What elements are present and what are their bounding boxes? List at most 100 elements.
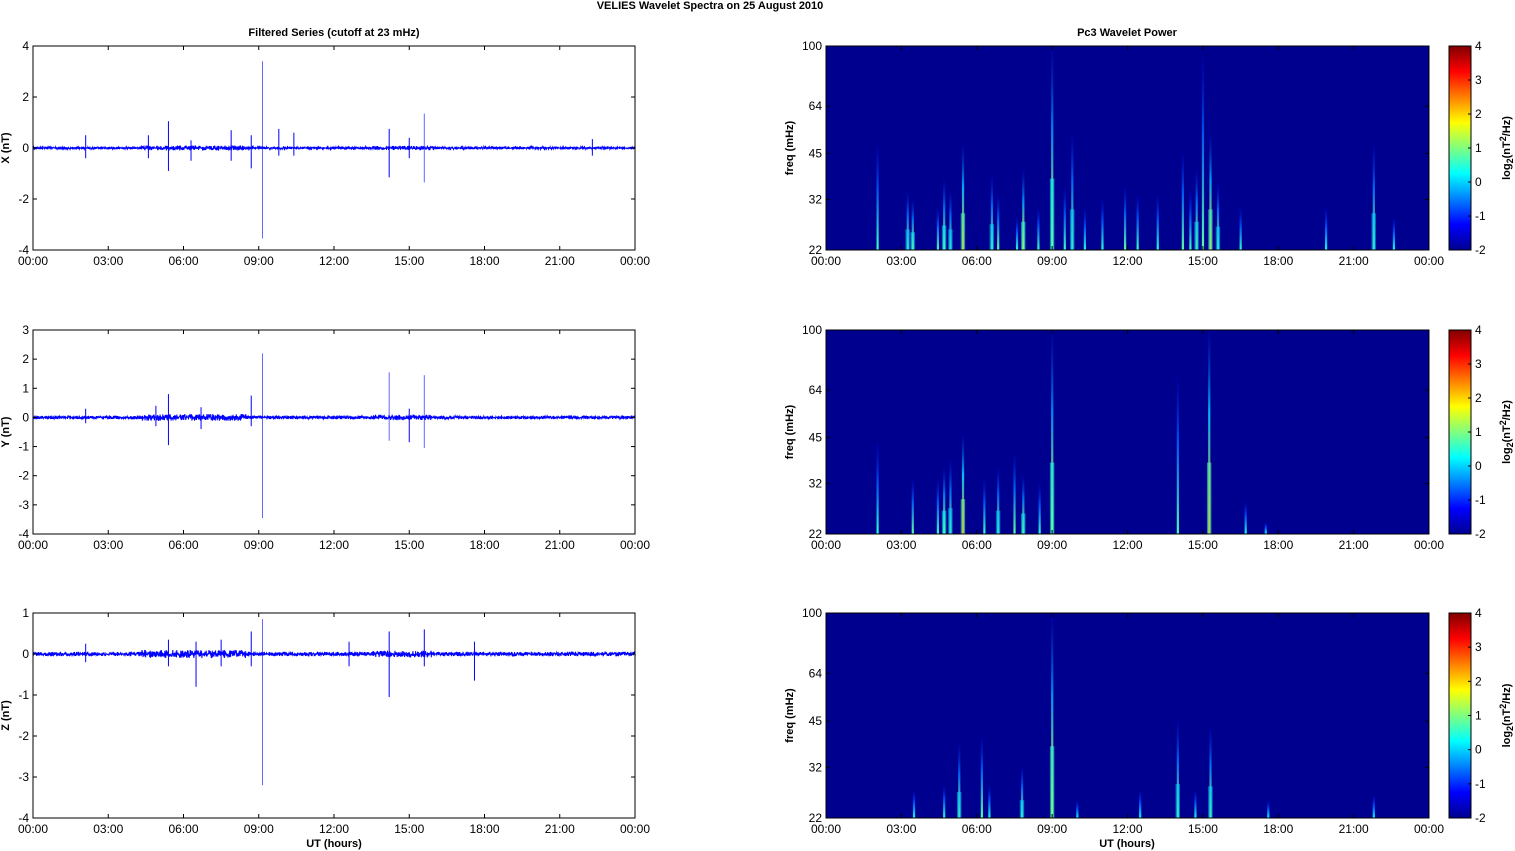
hm-xtick-label: 06:00 <box>962 822 992 836</box>
ts-xtick-label: 18:00 <box>469 822 499 836</box>
ytick-label: 45 <box>809 431 823 445</box>
wavelet-streak <box>1201 57 1205 251</box>
hm-xtick-label: 15:00 <box>1188 538 1218 552</box>
wavelet-streak-halo <box>1070 209 1075 250</box>
hm-xtick-label: 00:00 <box>811 822 841 836</box>
wavelet-streak <box>911 479 914 534</box>
wavelet-streak <box>1101 199 1104 250</box>
wavelet-streak-halo <box>948 508 953 534</box>
colorbar-tick-label: -2 <box>1475 243 1486 257</box>
ts-xtick-label: 03:00 <box>93 538 123 552</box>
ts-xtick-label: 00:00 <box>18 254 48 268</box>
colorbar-tick-label: -1 <box>1475 777 1486 791</box>
wavelet-streak <box>936 208 940 250</box>
colorbar-tick-label: 4 <box>1475 606 1482 620</box>
colorbar-tick-label: 1 <box>1475 425 1482 439</box>
left-column-title: Filtered Series (cutoff at 23 mHz) <box>248 27 419 39</box>
wavelet-streak-halo <box>1049 462 1055 534</box>
wavelet-streak <box>1139 790 1142 818</box>
wavelet-streak <box>997 467 1000 534</box>
ts-xtick-label: 06:00 <box>168 822 198 836</box>
ts-xtick-label: 09:00 <box>244 254 274 268</box>
ytick-label: -2 <box>18 192 29 206</box>
wavelet-streak <box>1195 169 1198 250</box>
colorbar-tick-label: 2 <box>1475 391 1482 405</box>
wavelet-streak-halo <box>989 224 995 250</box>
trace-noise <box>32 413 636 421</box>
wavelet-streak-halo <box>905 229 910 250</box>
wavelet-streak <box>983 479 986 534</box>
hm-xtick-label: 06:00 <box>962 254 992 268</box>
hm-xtick-label: 00:00 <box>811 538 841 552</box>
hm-xtick-label: 15:00 <box>1188 254 1218 268</box>
ytick-label: 45 <box>809 714 823 728</box>
ts-xtick-label: 09:00 <box>244 538 274 552</box>
wavelet-streak <box>1083 208 1086 250</box>
colorbar-tick-label: 1 <box>1475 141 1482 155</box>
ytick-label: 1 <box>22 381 29 395</box>
ytick-label: 1 <box>22 606 29 620</box>
colorbar-tick-label: 0 <box>1475 175 1482 189</box>
colorbar-tick-label: -1 <box>1475 209 1486 223</box>
ts-xtick-label: 21:00 <box>545 822 575 836</box>
hm-xtick-label: 18:00 <box>1263 822 1293 836</box>
colorbar-tick-label: 2 <box>1475 674 1482 688</box>
wavelet-streak <box>1189 191 1192 250</box>
colorbar-label-sub: 2 <box>1505 442 1515 447</box>
wavelet-streak <box>912 790 916 818</box>
ytick-label: -4 <box>18 527 29 541</box>
colorbar-label-base: log <box>1501 731 1513 748</box>
colorbar-tick-label: -1 <box>1475 493 1486 507</box>
wavelet-streak-halo <box>941 225 947 250</box>
colorbar-label-end: /Hz) <box>1501 683 1513 704</box>
wavelet-streak <box>1267 800 1270 818</box>
wavelet-streak <box>1209 727 1212 818</box>
ylabel: Y (nT) <box>0 416 12 447</box>
ytick-label: 45 <box>809 147 823 161</box>
colorbar-tick-label: 1 <box>1475 709 1482 723</box>
ytick-label: 100 <box>802 323 822 337</box>
wavelet-streak <box>1181 153 1184 250</box>
wavelet-streak-halo <box>1019 800 1025 818</box>
wavelet-streak-halo <box>1021 221 1026 250</box>
ts-xtick-label: 00:00 <box>620 254 650 268</box>
ts-xtick-label: 18:00 <box>469 254 499 268</box>
wavelet-streak-halo <box>1049 178 1055 250</box>
wavelet-streak-halo <box>956 792 962 818</box>
wavelet-streak <box>990 176 994 250</box>
wavelet-streak <box>1216 183 1220 250</box>
wavelet-streak <box>1022 475 1025 534</box>
wavelet-streak-halo <box>941 510 947 534</box>
ytick-label: 3 <box>22 323 29 337</box>
ts-xtick-label: 06:00 <box>168 538 198 552</box>
wavelet-streak <box>1208 330 1211 534</box>
plot-area <box>33 330 635 534</box>
ytick-label: 4 <box>22 39 29 53</box>
hm-xtick-label: 00:00 <box>811 254 841 268</box>
wavelet-streak-halo <box>960 499 966 534</box>
ts-xtick-label: 12:00 <box>319 254 349 268</box>
wavelet-streak <box>1037 208 1040 250</box>
wavelet-streak-halo <box>960 213 966 250</box>
ytick-label: 22 <box>809 527 823 541</box>
ytick-label: 100 <box>802 606 822 620</box>
ytick-label: 22 <box>809 811 823 825</box>
ytick-label: -1 <box>18 688 29 702</box>
wavelet-streak <box>961 144 965 250</box>
ts-xtick-label: 06:00 <box>168 254 198 268</box>
wavelet-streak-halo <box>948 229 953 250</box>
ts-xtick-label: 21:00 <box>545 254 575 268</box>
hm-xtick-label: 00:00 <box>1414 822 1444 836</box>
ylabel: freq (mHz) <box>784 688 796 743</box>
colorbar-label: log2(nT2/Hz) <box>1498 683 1515 747</box>
trace-noise <box>32 649 636 659</box>
hm-xtick-label: 12:00 <box>1112 538 1142 552</box>
hm-xtick-label: 06:00 <box>962 538 992 552</box>
colorbar-label-sub: 2 <box>1505 158 1515 163</box>
wavelet-streak <box>1051 613 1054 818</box>
ylabel: Z (nT) <box>0 700 12 731</box>
ts-xtick-label: 00:00 <box>620 822 650 836</box>
wavelet-streak <box>876 443 879 534</box>
ytick-label: -3 <box>18 770 29 784</box>
hm-xtick-label: 12:00 <box>1112 254 1142 268</box>
